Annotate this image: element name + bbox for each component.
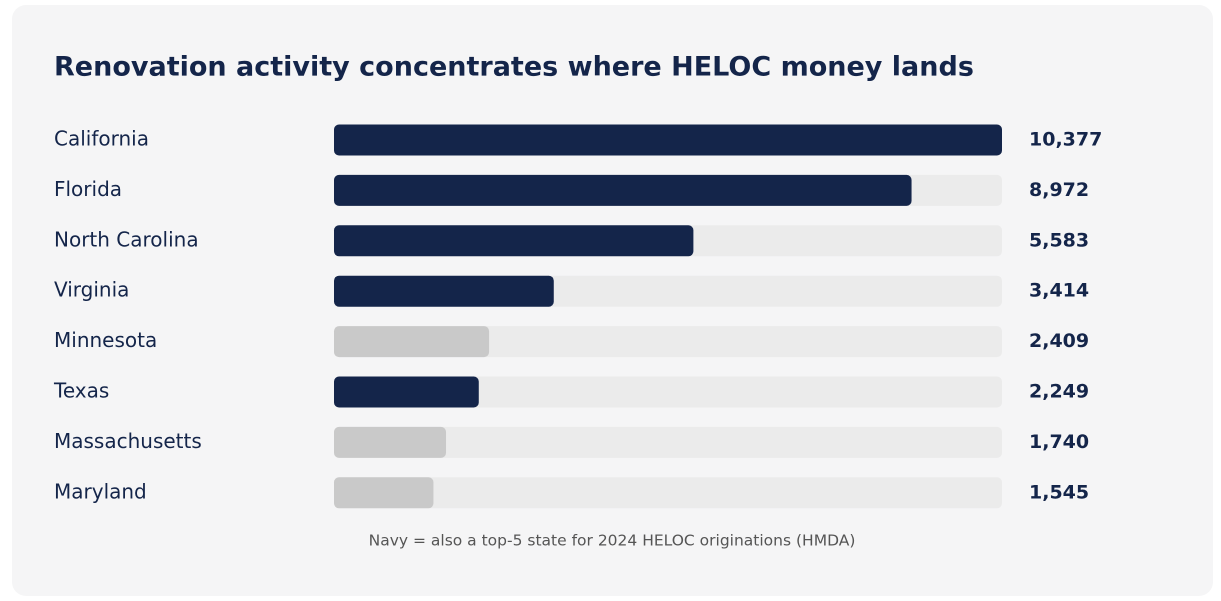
bar — [334, 225, 694, 257]
bar — [334, 477, 434, 509]
bar — [334, 275, 554, 307]
value-label: 1,545 — [1029, 481, 1089, 503]
category-label: Florida — [54, 177, 122, 201]
category-label: Massachusetts — [54, 429, 202, 453]
value-label: 8,972 — [1029, 179, 1089, 201]
value-label: 3,414 — [1029, 280, 1089, 302]
chart-title: Renovation activity concentrates where H… — [54, 52, 974, 83]
value-label: 5,583 — [1029, 229, 1089, 251]
category-label: Texas — [53, 379, 109, 403]
bar-track — [334, 477, 1002, 509]
value-label: 1,740 — [1029, 431, 1089, 453]
footnote: Navy = also a top-5 state for 2024 HELOC… — [369, 532, 856, 550]
bar — [334, 326, 490, 358]
bar-track — [334, 426, 1002, 458]
bar — [334, 174, 912, 206]
category-label: Minnesota — [54, 328, 157, 352]
value-label: 10,377 — [1029, 129, 1102, 151]
bar — [334, 376, 479, 408]
category-label: Virginia — [54, 278, 129, 302]
value-label: 2,409 — [1029, 330, 1089, 352]
bar — [334, 124, 1002, 156]
bar-track — [334, 376, 1002, 408]
category-label: California — [54, 127, 149, 151]
bar — [334, 426, 447, 458]
bar-track — [334, 326, 1002, 358]
category-label: Maryland — [54, 479, 147, 503]
category-label: North Carolina — [54, 227, 199, 251]
value-label: 2,249 — [1029, 381, 1089, 403]
